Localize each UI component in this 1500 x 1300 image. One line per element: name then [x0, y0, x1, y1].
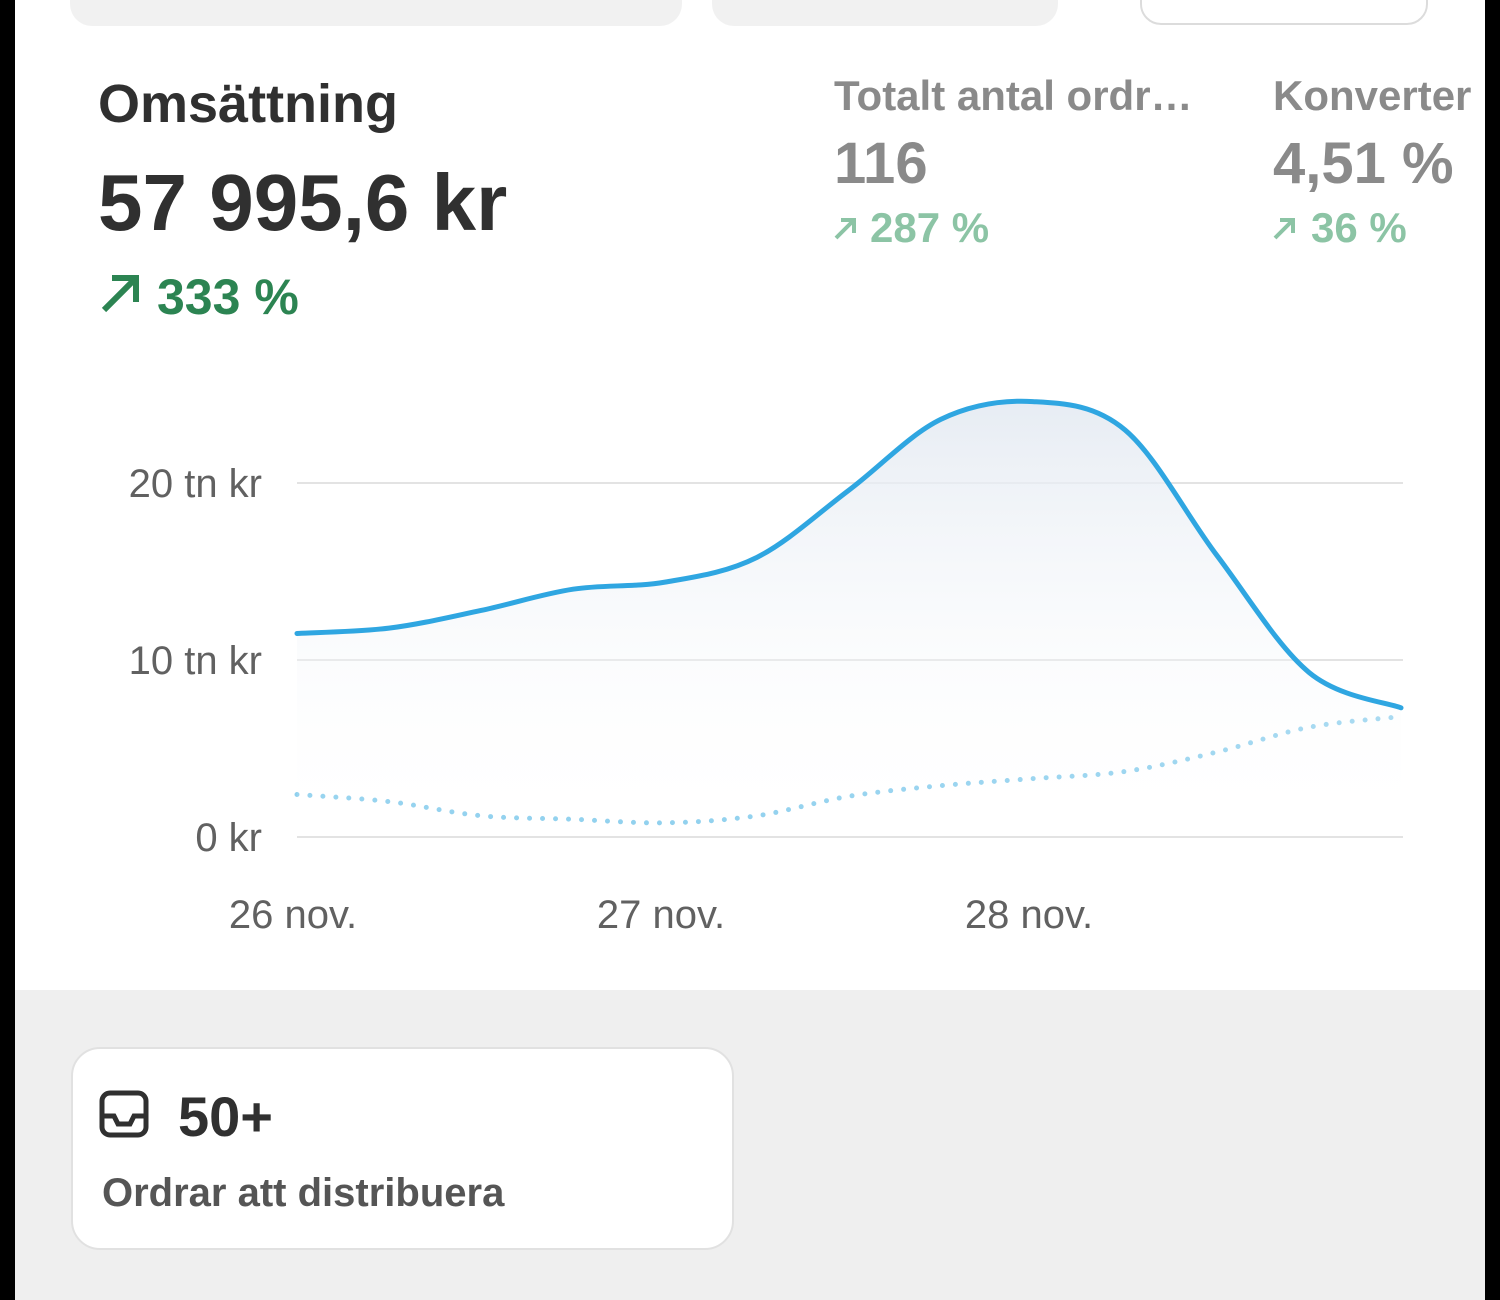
metric-title[interactable]: Omsättning	[98, 74, 398, 134]
area	[297, 401, 1401, 837]
metric-change: 333 %	[157, 269, 299, 325]
x-tick-label: 28 nov.	[965, 893, 1093, 937]
line	[294, 398, 1404, 711]
arrow-icon	[834, 218, 856, 240]
tab-button[interactable]	[70, 0, 682, 26]
y-tick-label: 20 tn kr	[129, 462, 262, 506]
tab-button[interactable]	[712, 0, 1058, 26]
metric-title[interactable]: Konverter	[1273, 72, 1471, 119]
metric-change: 36 %	[1311, 204, 1407, 251]
chart: 0 kr 10 tn kr 20 tn kr 26 nov. 27 nov. 28 nov…	[129, 398, 1404, 937]
inbox-icon	[99, 1090, 149, 1138]
metric-title[interactable]: Totalt antal ordr…	[834, 72, 1193, 119]
arrow-icon	[1273, 218, 1295, 240]
metric-change: 287 %	[870, 204, 989, 251]
orders-card[interactable]	[71, 1047, 734, 1250]
metric-value: 116	[834, 131, 928, 196]
date-button[interactable]	[1140, 0, 1428, 25]
y-tick-label: 0 kr	[195, 816, 262, 860]
x-tick-label: 27 nov.	[597, 893, 725, 937]
y-tick-label: 10 tn kr	[129, 639, 262, 683]
content: Omsättning 57 995,6 kr 333 % Totalt anta…	[15, 0, 1485, 1300]
arrow-icon	[101, 275, 139, 313]
metric-value: 57 995,6 kr	[98, 158, 507, 247]
x-tick-label: 26 nov.	[229, 893, 357, 937]
card-value: 50+	[178, 1085, 273, 1148]
metric-value: 4,51 %	[1273, 131, 1454, 196]
card-label: Ordrar att distribuera	[102, 1171, 505, 1215]
